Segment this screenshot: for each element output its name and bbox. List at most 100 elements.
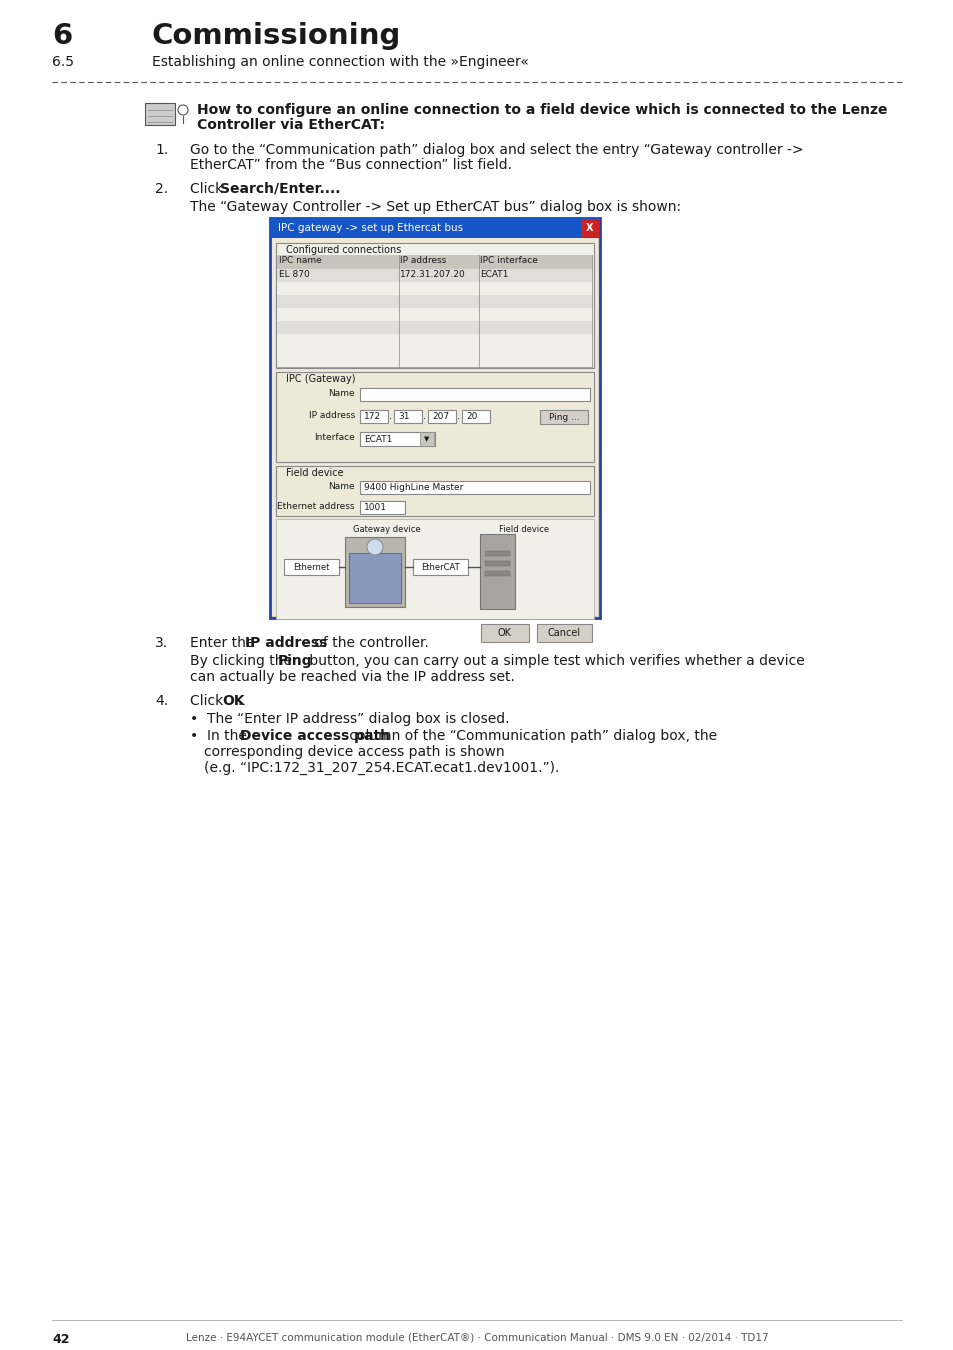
Bar: [394, 410, 421, 423]
Text: •  In the: • In the: [190, 729, 251, 742]
Text: EtherCAT: EtherCAT: [420, 563, 459, 571]
Bar: [276, 296, 593, 308]
Text: IPC gateway -> set up Ethercat bus: IPC gateway -> set up Ethercat bus: [277, 223, 462, 234]
Bar: [359, 481, 589, 494]
Text: By clicking the: By clicking the: [190, 653, 296, 668]
Text: Name: Name: [328, 389, 355, 398]
Text: OK: OK: [222, 694, 244, 707]
Text: 172.31.207.20: 172.31.207.20: [399, 270, 465, 279]
Text: Controller via EtherCAT:: Controller via EtherCAT:: [196, 117, 385, 132]
Text: 6: 6: [52, 22, 72, 50]
Text: 6.5: 6.5: [52, 55, 74, 69]
Bar: [276, 255, 593, 269]
Text: The “Gateway Controller -> Set up EtherCAT bus” dialog box is shown:: The “Gateway Controller -> Set up EtherC…: [190, 200, 680, 215]
Text: Interface: Interface: [314, 433, 355, 441]
Text: IPC (Gateway): IPC (Gateway): [286, 374, 355, 383]
Text: of the controller.: of the controller.: [310, 636, 429, 649]
Text: 20: 20: [465, 412, 476, 421]
Text: Enter the: Enter the: [190, 636, 258, 649]
Text: .: .: [389, 410, 392, 421]
Bar: [349, 554, 400, 603]
Bar: [484, 551, 510, 556]
Bar: [270, 217, 599, 618]
Text: IPC name: IPC name: [278, 256, 321, 265]
Bar: [359, 410, 388, 423]
Bar: [145, 103, 174, 126]
Text: (e.g. “IPC:172_31_207_254.ECAT.ecat1.dev1001.”).: (e.g. “IPC:172_31_207_254.ECAT.ecat1.dev…: [204, 761, 558, 775]
Text: Click: Click: [190, 694, 228, 707]
Bar: [345, 537, 405, 608]
Text: can actually be reached via the IP address set.: can actually be reached via the IP addre…: [190, 670, 515, 684]
Text: IPC interface: IPC interface: [479, 256, 537, 265]
Text: Ethernet address: Ethernet address: [277, 502, 355, 512]
Text: 3.: 3.: [154, 636, 168, 649]
Circle shape: [367, 539, 382, 555]
Text: •  The “Enter IP address” dialog box is closed.: • The “Enter IP address” dialog box is c…: [190, 711, 509, 726]
Text: Click: Click: [190, 182, 228, 196]
Text: Ping: Ping: [277, 653, 313, 668]
Text: 31: 31: [397, 412, 409, 421]
Text: 4.: 4.: [154, 694, 168, 707]
Text: Ping ...: Ping ...: [548, 413, 578, 421]
Bar: [276, 321, 593, 333]
Text: column of the “Communication path” dialog box, the: column of the “Communication path” dialo…: [345, 729, 717, 742]
Text: Field device: Field device: [498, 525, 549, 535]
Text: X: X: [586, 223, 593, 234]
Bar: [537, 624, 592, 643]
Text: Configured connections: Configured connections: [286, 244, 401, 255]
Text: Gateway device: Gateway device: [354, 525, 420, 535]
Bar: [359, 501, 405, 514]
Bar: [276, 308, 593, 321]
Text: 42: 42: [52, 1332, 70, 1346]
Text: .: .: [422, 410, 426, 421]
Text: EtherCAT” from the “Bus connection” list field.: EtherCAT” from the “Bus connection” list…: [190, 158, 512, 171]
Bar: [479, 535, 515, 609]
Text: Lenze · E94AYCET communication module (EtherCAT®) · Communication Manual · DMS 9: Lenze · E94AYCET communication module (E…: [186, 1332, 767, 1343]
Text: Go to the “Communication path” dialog box and select the entry “Gateway controll: Go to the “Communication path” dialog bo…: [190, 143, 802, 157]
Text: Ethernet: Ethernet: [293, 563, 330, 571]
Bar: [275, 373, 594, 462]
Bar: [275, 243, 594, 369]
Bar: [480, 624, 529, 643]
Text: ▼: ▼: [424, 436, 429, 441]
Bar: [276, 282, 593, 296]
Text: .: .: [456, 410, 459, 421]
Bar: [461, 410, 490, 423]
Bar: [276, 269, 593, 282]
Text: corresponding device access path is shown: corresponding device access path is show…: [204, 745, 504, 759]
Text: IP address: IP address: [399, 256, 446, 265]
Bar: [484, 571, 510, 576]
Text: 172: 172: [364, 412, 381, 421]
Bar: [275, 466, 594, 516]
Text: Device access path: Device access path: [240, 729, 390, 742]
Text: How to configure an online connection to a field device which is connected to th: How to configure an online connection to…: [196, 103, 886, 117]
Text: Field device: Field device: [286, 468, 343, 478]
Text: Search/Enter....: Search/Enter....: [220, 182, 340, 196]
Bar: [359, 387, 589, 401]
Text: 207: 207: [432, 412, 449, 421]
Bar: [413, 559, 468, 575]
Text: IP address: IP address: [245, 636, 327, 649]
Bar: [419, 432, 434, 446]
Text: OK: OK: [497, 628, 512, 639]
Text: 9400 HighLine Master: 9400 HighLine Master: [364, 483, 463, 491]
Text: ECAT1: ECAT1: [364, 435, 392, 444]
Bar: [272, 238, 598, 616]
Bar: [428, 410, 456, 423]
Bar: [359, 432, 435, 446]
Text: Name: Name: [328, 482, 355, 491]
Text: ECAT1: ECAT1: [479, 270, 508, 279]
Bar: [270, 217, 599, 238]
Text: .: .: [237, 694, 242, 707]
Bar: [275, 518, 594, 620]
Text: EL 870: EL 870: [278, 270, 310, 279]
Text: 1.: 1.: [154, 143, 168, 157]
Text: 2.: 2.: [154, 182, 168, 196]
Text: 1001: 1001: [364, 504, 387, 512]
Text: Commissioning: Commissioning: [152, 22, 401, 50]
Bar: [484, 562, 510, 566]
Text: IP address: IP address: [309, 410, 355, 420]
Bar: [580, 219, 598, 238]
Bar: [284, 559, 338, 575]
Bar: [539, 410, 587, 424]
